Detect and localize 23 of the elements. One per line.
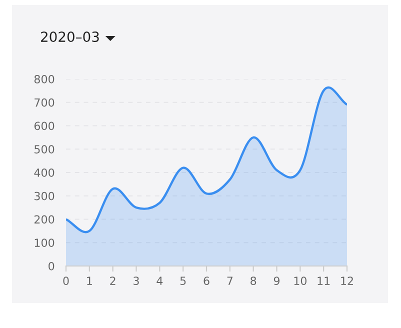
x-tick-label: 7 bbox=[227, 276, 232, 285]
x-tick-label: 10 bbox=[294, 276, 306, 286]
x-tick-label: 9 bbox=[274, 276, 280, 286]
x-tick-label: 12 bbox=[341, 276, 353, 285]
y-tick-label: 400 bbox=[34, 168, 54, 177]
x-tick-label: 2 bbox=[110, 276, 116, 285]
x-tick-label: 6 bbox=[204, 276, 210, 286]
y-tick-label: 700 bbox=[34, 98, 54, 107]
y-tick-label: 100 bbox=[34, 238, 54, 248]
x-tick-label: 0 bbox=[63, 276, 69, 286]
x-tick-label: 3 bbox=[134, 276, 139, 286]
y-tick-label: 200 bbox=[34, 215, 54, 224]
y-tick-label: 800 bbox=[34, 74, 54, 84]
x-tick-label: 5 bbox=[180, 276, 186, 286]
y-tick-label: 300 bbox=[34, 192, 54, 200]
y-tick-label: 0 bbox=[48, 262, 54, 270]
y-tick-label: 600 bbox=[34, 122, 54, 130]
x-tick-label: 8 bbox=[250, 276, 256, 286]
x-tick-label: 11 bbox=[318, 276, 330, 285]
x-tick-label: 1 bbox=[87, 276, 92, 285]
chart-title: 2020–03 bbox=[41, 32, 99, 42]
y-tick-label: 500 bbox=[34, 145, 54, 154]
x-tick-label: 4 bbox=[156, 276, 163, 285]
